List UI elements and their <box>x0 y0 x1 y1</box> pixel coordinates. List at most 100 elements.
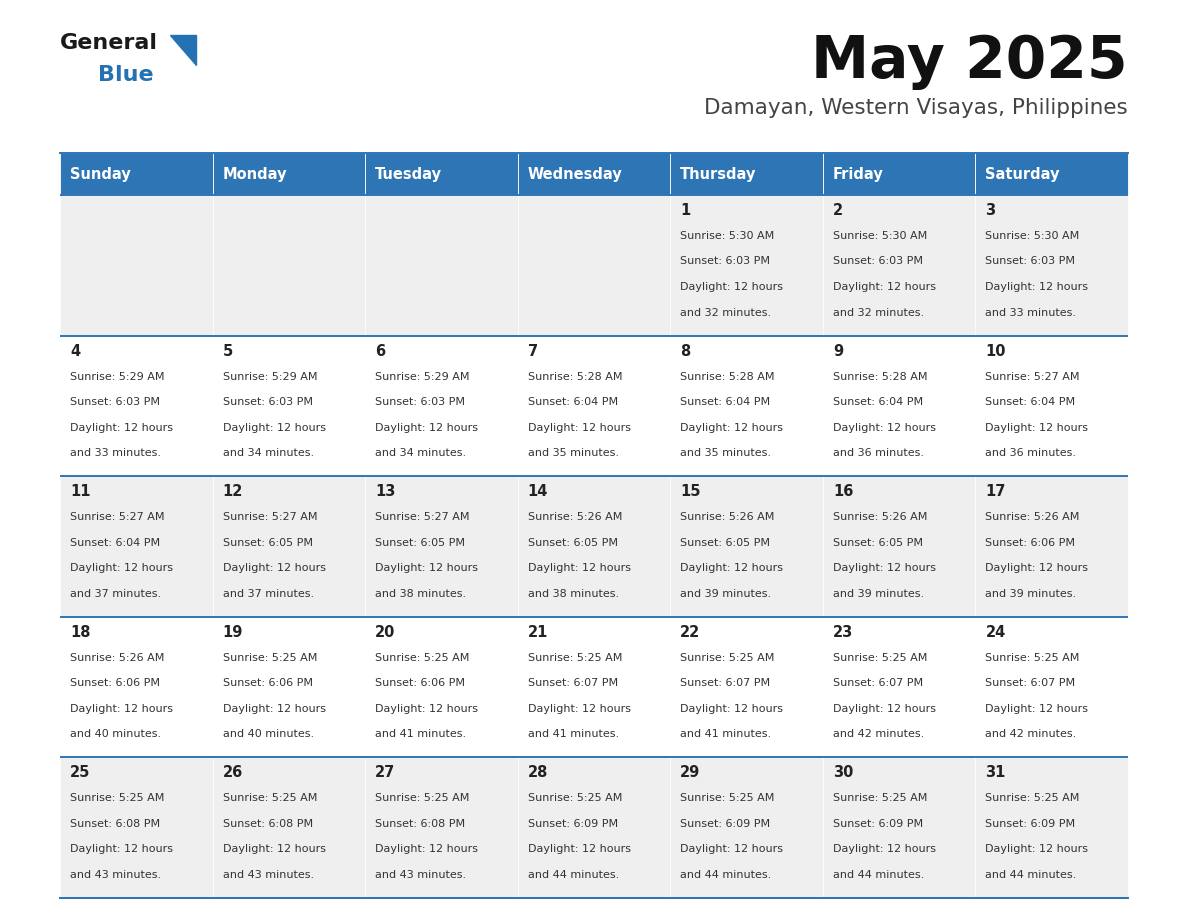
Text: Sunrise: 5:30 AM: Sunrise: 5:30 AM <box>833 231 927 241</box>
Text: 28: 28 <box>527 766 548 780</box>
Text: Damayan, Western Visayas, Philippines: Damayan, Western Visayas, Philippines <box>704 98 1127 118</box>
Text: and 41 minutes.: and 41 minutes. <box>527 729 619 739</box>
Text: Sunrise: 5:26 AM: Sunrise: 5:26 AM <box>527 512 623 522</box>
Bar <box>670 757 823 898</box>
Text: and 44 minutes.: and 44 minutes. <box>833 870 924 879</box>
Text: Sunrise: 5:25 AM: Sunrise: 5:25 AM <box>375 793 469 803</box>
Text: Sunrise: 5:25 AM: Sunrise: 5:25 AM <box>70 793 164 803</box>
Text: 23: 23 <box>833 625 853 640</box>
Bar <box>365 617 518 757</box>
Text: Daylight: 12 hours: Daylight: 12 hours <box>70 422 173 432</box>
Text: Thursday: Thursday <box>681 166 757 182</box>
Text: Sunrise: 5:25 AM: Sunrise: 5:25 AM <box>681 653 775 663</box>
Text: Daylight: 12 hours: Daylight: 12 hours <box>681 704 783 714</box>
Text: Daylight: 12 hours: Daylight: 12 hours <box>833 282 936 292</box>
Text: Sunset: 6:03 PM: Sunset: 6:03 PM <box>375 397 466 407</box>
Text: and 33 minutes.: and 33 minutes. <box>985 308 1076 318</box>
Text: and 44 minutes.: and 44 minutes. <box>681 870 771 879</box>
Bar <box>365 153 518 195</box>
Text: Sunset: 6:09 PM: Sunset: 6:09 PM <box>681 819 770 829</box>
Text: 31: 31 <box>985 766 1006 780</box>
Text: Sunset: 6:04 PM: Sunset: 6:04 PM <box>681 397 770 407</box>
Text: and 39 minutes.: and 39 minutes. <box>985 588 1076 599</box>
Text: and 44 minutes.: and 44 minutes. <box>985 870 1076 879</box>
Text: Sunset: 6:04 PM: Sunset: 6:04 PM <box>985 397 1075 407</box>
Text: 26: 26 <box>222 766 242 780</box>
Text: Sunrise: 5:25 AM: Sunrise: 5:25 AM <box>985 793 1080 803</box>
Text: Friday: Friday <box>833 166 884 182</box>
Text: and 42 minutes.: and 42 minutes. <box>985 729 1076 739</box>
Text: Sunrise: 5:26 AM: Sunrise: 5:26 AM <box>70 653 164 663</box>
Text: Daylight: 12 hours: Daylight: 12 hours <box>70 845 173 855</box>
Text: Sunrise: 5:25 AM: Sunrise: 5:25 AM <box>985 653 1080 663</box>
Text: Daylight: 12 hours: Daylight: 12 hours <box>70 564 173 573</box>
Text: Sunset: 6:06 PM: Sunset: 6:06 PM <box>222 678 312 688</box>
Text: Daylight: 12 hours: Daylight: 12 hours <box>222 845 326 855</box>
Text: and 34 minutes.: and 34 minutes. <box>375 448 466 458</box>
Text: Sunrise: 5:25 AM: Sunrise: 5:25 AM <box>527 793 623 803</box>
Bar <box>670 153 823 195</box>
Text: and 38 minutes.: and 38 minutes. <box>527 588 619 599</box>
Text: Daylight: 12 hours: Daylight: 12 hours <box>222 564 326 573</box>
Text: 30: 30 <box>833 766 853 780</box>
Text: and 34 minutes.: and 34 minutes. <box>222 448 314 458</box>
Bar <box>975 757 1127 898</box>
Text: 18: 18 <box>70 625 90 640</box>
Text: Sunrise: 5:26 AM: Sunrise: 5:26 AM <box>985 512 1080 522</box>
Text: Sunrise: 5:25 AM: Sunrise: 5:25 AM <box>681 793 775 803</box>
Text: Sunset: 6:08 PM: Sunset: 6:08 PM <box>70 819 160 829</box>
Bar <box>670 336 823 476</box>
Text: 24: 24 <box>985 625 1006 640</box>
Text: Daylight: 12 hours: Daylight: 12 hours <box>833 564 936 573</box>
Bar <box>518 153 670 195</box>
Text: and 33 minutes.: and 33 minutes. <box>70 448 162 458</box>
Text: and 40 minutes.: and 40 minutes. <box>222 729 314 739</box>
Text: Sunset: 6:03 PM: Sunset: 6:03 PM <box>70 397 160 407</box>
Bar <box>823 757 975 898</box>
Text: 27: 27 <box>375 766 396 780</box>
Bar <box>670 195 823 336</box>
Text: Sunset: 6:07 PM: Sunset: 6:07 PM <box>681 678 770 688</box>
Text: Sunset: 6:03 PM: Sunset: 6:03 PM <box>681 256 770 266</box>
Bar <box>518 336 670 476</box>
Text: Sunset: 6:03 PM: Sunset: 6:03 PM <box>833 256 923 266</box>
Text: and 43 minutes.: and 43 minutes. <box>222 870 314 879</box>
Text: and 43 minutes.: and 43 minutes. <box>70 870 162 879</box>
Text: and 39 minutes.: and 39 minutes. <box>833 588 924 599</box>
Bar <box>823 195 975 336</box>
Bar <box>61 617 213 757</box>
Text: 12: 12 <box>222 484 244 499</box>
Text: Sunset: 6:05 PM: Sunset: 6:05 PM <box>833 538 923 548</box>
Text: Sunset: 6:05 PM: Sunset: 6:05 PM <box>681 538 770 548</box>
Text: and 36 minutes.: and 36 minutes. <box>985 448 1076 458</box>
Bar <box>61 153 213 195</box>
Text: and 37 minutes.: and 37 minutes. <box>70 588 162 599</box>
Polygon shape <box>170 35 196 65</box>
Text: 5: 5 <box>222 343 233 359</box>
Text: Daylight: 12 hours: Daylight: 12 hours <box>222 422 326 432</box>
Text: May 2025: May 2025 <box>811 33 1127 90</box>
Text: Sunrise: 5:27 AM: Sunrise: 5:27 AM <box>375 512 469 522</box>
Text: and 43 minutes.: and 43 minutes. <box>375 870 466 879</box>
Text: and 38 minutes.: and 38 minutes. <box>375 588 466 599</box>
Text: General: General <box>61 33 158 53</box>
Bar <box>975 617 1127 757</box>
Text: Sunrise: 5:27 AM: Sunrise: 5:27 AM <box>70 512 164 522</box>
Text: 29: 29 <box>681 766 701 780</box>
Text: Sunrise: 5:28 AM: Sunrise: 5:28 AM <box>527 372 623 382</box>
Text: and 41 minutes.: and 41 minutes. <box>681 729 771 739</box>
Text: 1: 1 <box>681 203 690 218</box>
Text: Sunset: 6:06 PM: Sunset: 6:06 PM <box>375 678 466 688</box>
Text: Daylight: 12 hours: Daylight: 12 hours <box>681 845 783 855</box>
Text: Sunrise: 5:25 AM: Sunrise: 5:25 AM <box>833 653 927 663</box>
Text: Daylight: 12 hours: Daylight: 12 hours <box>375 564 478 573</box>
Bar <box>823 153 975 195</box>
Text: Sunrise: 5:27 AM: Sunrise: 5:27 AM <box>985 372 1080 382</box>
Text: 4: 4 <box>70 343 80 359</box>
Text: Daylight: 12 hours: Daylight: 12 hours <box>833 845 936 855</box>
Text: Sunrise: 5:29 AM: Sunrise: 5:29 AM <box>222 372 317 382</box>
Text: Daylight: 12 hours: Daylight: 12 hours <box>833 704 936 714</box>
Text: 11: 11 <box>70 484 90 499</box>
Text: and 40 minutes.: and 40 minutes. <box>70 729 162 739</box>
Text: Daylight: 12 hours: Daylight: 12 hours <box>681 282 783 292</box>
